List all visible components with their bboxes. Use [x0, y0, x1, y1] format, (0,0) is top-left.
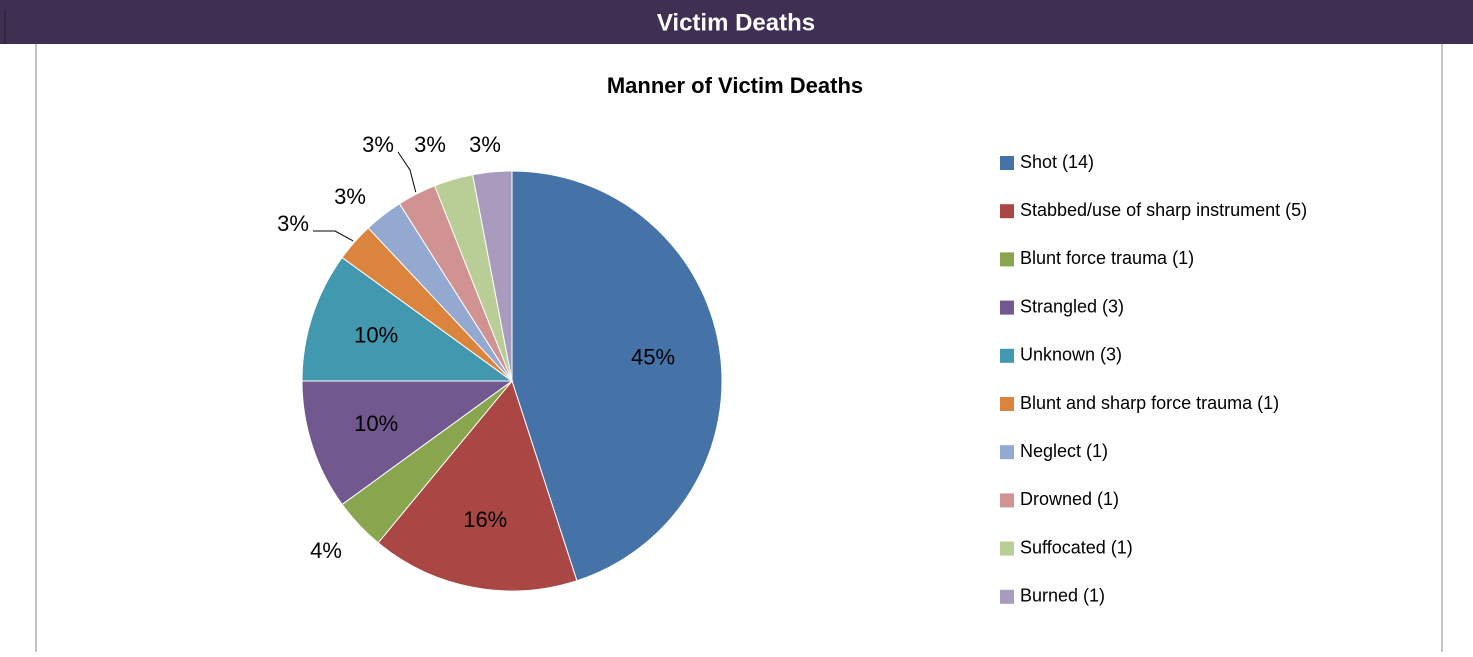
- data-label: 4%: [310, 538, 342, 563]
- data-label: 10%: [354, 323, 398, 348]
- data-label: 10%: [354, 411, 398, 436]
- legend-label: Strangled (3): [1020, 296, 1124, 316]
- legend-label: Blunt and sharp force trauma (1): [1020, 393, 1279, 413]
- data-label: 3%: [414, 132, 446, 157]
- data-label: 16%: [463, 507, 507, 532]
- legend-swatch: [1000, 348, 1014, 363]
- chart-title: Manner of Victim Deaths: [607, 73, 863, 98]
- data-label: 3%: [469, 132, 501, 157]
- pie-slice: [301, 256, 514, 382]
- legend-label: Stabbed/use of sharp instrument (5): [1020, 200, 1307, 220]
- legend-swatch: [1000, 541, 1014, 556]
- header-title: Victim Deaths: [657, 9, 815, 36]
- legend-label: Drowned (1): [1020, 489, 1119, 509]
- legend-label: Neglect (1): [1020, 441, 1108, 461]
- legend-swatch: [1000, 397, 1014, 411]
- data-label: 3%: [362, 132, 394, 157]
- pie-slice: [472, 170, 513, 382]
- legend-swatch: [1000, 493, 1014, 508]
- header-bar: [0, 0, 1473, 44]
- leader-line: [313, 230, 354, 242]
- leader-line: [397, 151, 417, 193]
- legend-label: Shot (14): [1020, 152, 1094, 172]
- pie-slice: [301, 380, 514, 506]
- legend-label: Blunt force trauma (1): [1020, 248, 1194, 268]
- legend-label: Burned (1): [1020, 586, 1105, 606]
- legend-swatch: [1000, 300, 1014, 315]
- data-label: 3%: [334, 184, 366, 209]
- legend-swatch: [1000, 589, 1014, 604]
- legend-swatch: [1000, 156, 1014, 170]
- pie-slice: [511, 170, 723, 582]
- legend-swatch: [1000, 204, 1014, 219]
- legend-swatch: [1000, 445, 1014, 460]
- pie-slice: [377, 379, 578, 592]
- legend-label: Unknown (3): [1020, 345, 1122, 365]
- data-label: 45%: [631, 344, 675, 369]
- legend-label: Suffocated (1): [1020, 537, 1133, 557]
- data-label: 3%: [277, 211, 309, 236]
- legend-swatch: [1000, 252, 1014, 267]
